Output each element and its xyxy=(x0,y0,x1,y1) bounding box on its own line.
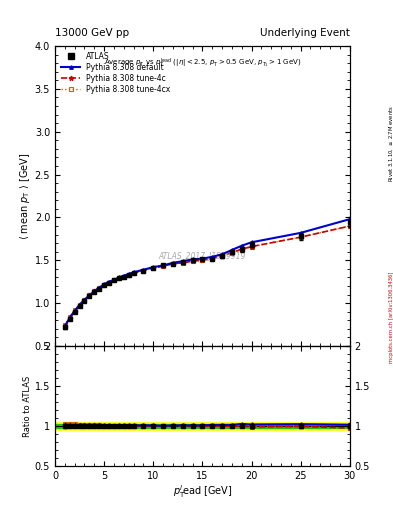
Bar xyxy=(55,424,350,428)
Text: 13000 GeV pp: 13000 GeV pp xyxy=(55,28,129,38)
Text: ATLAS_2017_I1509919: ATLAS_2017_I1509919 xyxy=(159,251,246,261)
Bar xyxy=(55,422,350,430)
Text: mcplots.cern.ch [arXiv:1306.3436]: mcplots.cern.ch [arXiv:1306.3436] xyxy=(389,272,393,363)
Text: Average $p_\mathrm{T}$ vs $p_\mathrm{T}^\mathrm{lead}$ ($|\eta| < 2.5$, $p_\math: Average $p_\mathrm{T}$ vs $p_\mathrm{T}^… xyxy=(104,57,301,70)
X-axis label: $p_\mathrm{T}^{l}\!$ead [GeV]: $p_\mathrm{T}^{l}\!$ead [GeV] xyxy=(173,483,232,500)
Y-axis label: $\langle$ mean $p_\mathrm{T}$ $\rangle$ [GeV]: $\langle$ mean $p_\mathrm{T}$ $\rangle$ … xyxy=(18,153,32,240)
Legend: ATLAS, Pythia 8.308 default, Pythia 8.308 tune-4c, Pythia 8.308 tune-4cx: ATLAS, Pythia 8.308 default, Pythia 8.30… xyxy=(59,50,173,96)
Y-axis label: Ratio to ATLAS: Ratio to ATLAS xyxy=(23,375,32,437)
Text: Rivet 3.1.10, $\geq$ 2.7M events: Rivet 3.1.10, $\geq$ 2.7M events xyxy=(387,105,393,182)
Text: Underlying Event: Underlying Event xyxy=(260,28,350,38)
